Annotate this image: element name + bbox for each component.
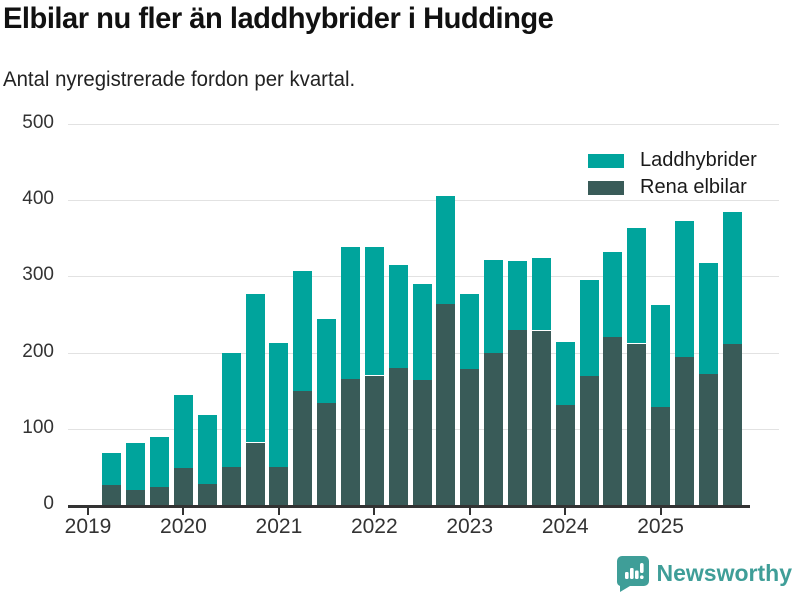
bar-segment-laddhybrider-2021-Q4	[340, 247, 360, 380]
legend-swatch-laddhybrider	[588, 153, 624, 168]
bar-segment-laddhybrider-2025-Q3	[698, 263, 718, 374]
bar-segment-laddhybrider-2024-Q2	[579, 280, 599, 377]
bar-segment-rena-elbilar-2024-Q2	[579, 376, 599, 505]
gridline	[68, 276, 779, 278]
bar-segment-rena-elbilar-2022-Q4	[436, 303, 456, 505]
chart-title: Elbilar nu fler än laddhybrider i Huddin…	[3, 2, 554, 35]
x-axis-label-2022: 2022	[350, 515, 398, 538]
bar-segment-rena-elbilar-2025-Q2	[674, 357, 694, 505]
bar-segment-rena-elbilar-2022-Q2	[388, 367, 408, 505]
bar-segment-rena-elbilar-2021-Q3	[317, 402, 337, 505]
legend-label-laddhybrider: Laddhybrider	[640, 149, 757, 171]
y-axis-label: 400	[22, 188, 54, 210]
bar-segment-laddhybrider-2024-Q3	[603, 252, 623, 337]
x-tick	[564, 507, 567, 515]
bar-segment-laddhybrider-2024-Q1	[555, 341, 575, 406]
bar-segment-laddhybrider-2022-Q1	[364, 246, 384, 376]
bar-segment-rena-elbilar-2020-Q4	[245, 442, 265, 505]
bar-segment-rena-elbilar-2025-Q1	[651, 406, 671, 505]
gridline	[68, 200, 779, 202]
bar-segment-rena-elbilar-2021-Q4	[340, 379, 360, 505]
newsworthy-icon	[616, 556, 649, 592]
bar-segment-rena-elbilar-2025-Q3	[698, 373, 718, 505]
x-tick	[182, 507, 185, 515]
bar-segment-laddhybrider-2021-Q3	[317, 319, 337, 403]
bar-segment-rena-elbilar-2020-Q1	[173, 467, 193, 505]
x-axis-label-2019: 2019	[64, 515, 112, 538]
newsworthy-logo-text: Newsworthy	[656, 559, 792, 586]
bar-segment-laddhybrider-2020-Q3	[221, 353, 241, 467]
legend: Laddhybrider Rena elbilar	[588, 147, 757, 201]
bar-segment-rena-elbilar-2023-Q4	[531, 330, 551, 505]
bar-segment-laddhybrider-2023-Q4	[531, 258, 551, 331]
legend-label-rena-elbilar: Rena elbilar	[640, 176, 747, 198]
x-axis-label-2023: 2023	[446, 515, 494, 538]
bar-segment-laddhybrider-2022-Q2	[388, 265, 408, 368]
x-tick	[373, 507, 376, 515]
bar-segment-laddhybrider-2023-Q3	[507, 261, 527, 330]
bar-segment-rena-elbilar-2023-Q1	[460, 369, 480, 505]
bar-segment-rena-elbilar-2024-Q3	[603, 336, 623, 505]
newsworthy-logo: Newsworthy	[614, 554, 792, 592]
bar-segment-laddhybrider-2019-Q3	[126, 443, 146, 490]
x-tick	[87, 507, 89, 515]
bar-segment-rena-elbilar-2021-Q2	[293, 390, 313, 505]
bar-segment-laddhybrider-2022-Q3	[412, 284, 432, 380]
bar-segment-laddhybrider-2020-Q1	[173, 395, 193, 468]
bar-segment-rena-elbilar-2022-Q1	[364, 375, 384, 505]
x-axis-label-2024: 2024	[541, 515, 589, 538]
legend-item-laddhybrider: Laddhybrider	[588, 147, 757, 174]
bar-segment-laddhybrider-2021-Q2	[293, 271, 313, 391]
bar-segment-rena-elbilar-2019-Q2	[102, 485, 122, 505]
bar-segment-laddhybrider-2019-Q4	[150, 437, 170, 487]
bar-segment-rena-elbilar-2024-Q1	[555, 405, 575, 505]
chart-subtitle: Antal nyregistrerade fordon per kvartal.	[3, 68, 356, 91]
x-axis-label-2021: 2021	[255, 515, 303, 538]
bar-segment-laddhybrider-2025-Q2	[674, 220, 694, 358]
bar-segment-laddhybrider-2022-Q4	[436, 196, 456, 304]
bar-segment-rena-elbilar-2021-Q1	[269, 466, 289, 505]
bar-segment-rena-elbilar-2020-Q2	[197, 483, 217, 505]
y-axis-label: 300	[22, 264, 54, 286]
bar-segment-laddhybrider-2023-Q2	[484, 260, 504, 353]
bar-segment-rena-elbilar-2019-Q4	[150, 486, 170, 505]
bar-segment-laddhybrider-2023-Q1	[460, 293, 480, 370]
bar-segment-rena-elbilar-2023-Q3	[507, 329, 527, 505]
bar-segment-rena-elbilar-2020-Q3	[221, 466, 241, 505]
legend-swatch-rena-elbilar	[588, 180, 624, 195]
bar-segment-laddhybrider-2021-Q1	[269, 342, 289, 467]
x-axis	[68, 504, 750, 508]
x-tick	[277, 507, 280, 515]
legend-item-rena-elbilar: Rena elbilar	[588, 174, 757, 201]
bar-segment-laddhybrider-2020-Q2	[197, 415, 217, 484]
bar-segment-rena-elbilar-2023-Q2	[484, 352, 504, 505]
x-axis-label-2025: 2025	[637, 515, 684, 538]
x-tick	[659, 507, 662, 515]
bar-segment-laddhybrider-2025-Q1	[651, 304, 671, 407]
y-axis-label: 200	[22, 340, 54, 362]
bar-segment-laddhybrider-2020-Q4	[245, 293, 265, 443]
x-tick	[468, 507, 471, 515]
bar-segment-laddhybrider-2025-Q4	[722, 212, 742, 345]
y-axis-label: 500	[22, 112, 54, 133]
bar-segment-laddhybrider-2024-Q4	[627, 227, 647, 344]
bar-segment-laddhybrider-2019-Q2	[102, 453, 122, 486]
bar-segment-rena-elbilar-2024-Q4	[627, 343, 647, 505]
y-axis-label: 100	[22, 416, 54, 438]
x-axis-label-2020: 2020	[160, 515, 207, 538]
bar-segment-rena-elbilar-2022-Q3	[412, 380, 432, 505]
y-axis-label: 0	[43, 493, 54, 514]
gridline	[68, 124, 779, 125]
bar-segment-rena-elbilar-2019-Q3	[126, 489, 146, 505]
bar-segment-rena-elbilar-2025-Q4	[722, 344, 742, 505]
